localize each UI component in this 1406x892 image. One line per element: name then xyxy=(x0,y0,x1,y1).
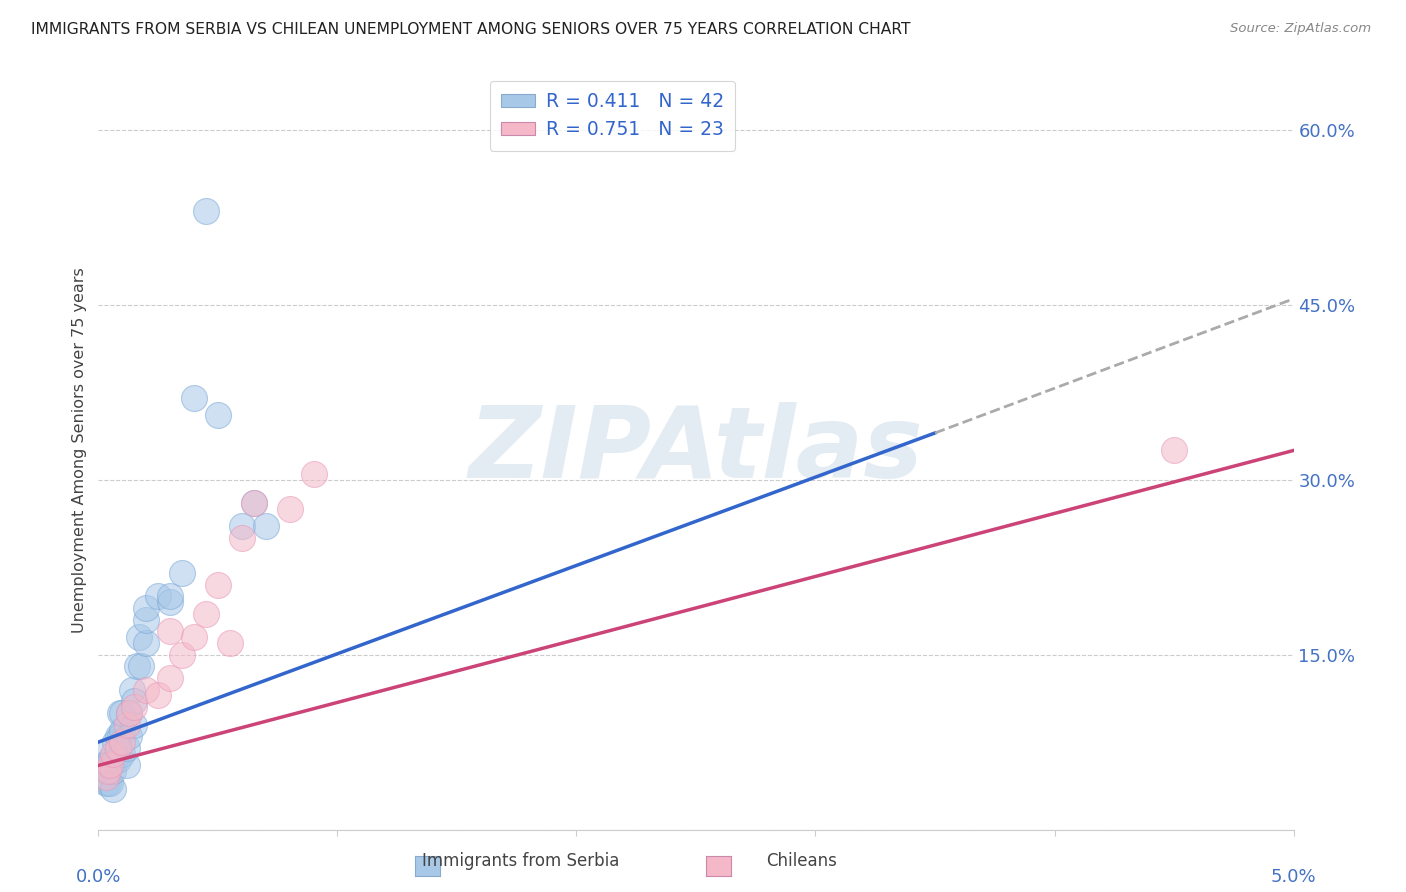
Point xyxy=(98,758,122,772)
Point xyxy=(118,706,141,720)
Point xyxy=(101,764,124,779)
Point xyxy=(115,758,138,772)
Point xyxy=(159,624,181,639)
Point xyxy=(94,764,117,779)
Point xyxy=(107,729,129,743)
Point xyxy=(207,409,229,423)
Point xyxy=(97,758,120,772)
Text: 5.0%: 5.0% xyxy=(1271,868,1316,886)
Point xyxy=(302,467,325,481)
Point xyxy=(118,706,141,720)
Text: Immigrants from Serbia: Immigrants from Serbia xyxy=(422,852,619,870)
Point xyxy=(124,694,146,708)
Point xyxy=(243,496,266,510)
Point xyxy=(121,682,143,697)
Point xyxy=(254,519,277,533)
Text: Source: ZipAtlas.com: Source: ZipAtlas.com xyxy=(1230,22,1371,36)
Point xyxy=(104,735,127,749)
Point xyxy=(207,577,229,591)
Point xyxy=(97,764,120,779)
Point xyxy=(101,781,124,796)
Point xyxy=(104,753,127,767)
Point xyxy=(148,589,170,603)
Point xyxy=(135,613,157,627)
Point xyxy=(159,595,181,609)
Point xyxy=(159,671,181,685)
Point xyxy=(111,747,134,761)
Point xyxy=(91,758,114,772)
Point xyxy=(128,630,150,644)
Point xyxy=(135,682,157,697)
Point xyxy=(243,496,266,510)
Point xyxy=(111,706,134,720)
Text: IMMIGRANTS FROM SERBIA VS CHILEAN UNEMPLOYMENT AMONG SENIORS OVER 75 YEARS CORRE: IMMIGRANTS FROM SERBIA VS CHILEAN UNEMPL… xyxy=(31,22,911,37)
Legend: R = 0.411   N = 42, R = 0.751   N = 23: R = 0.411 N = 42, R = 0.751 N = 23 xyxy=(489,81,735,151)
Point xyxy=(135,601,157,615)
Point xyxy=(172,566,194,580)
Point xyxy=(101,747,124,761)
Point xyxy=(219,636,242,650)
Point xyxy=(278,501,301,516)
Text: Chileans: Chileans xyxy=(766,852,837,870)
Point xyxy=(97,776,120,790)
Point xyxy=(131,659,153,673)
Point xyxy=(108,729,131,743)
Point xyxy=(172,648,194,662)
Point xyxy=(183,391,205,405)
Y-axis label: Unemployment Among Seniors over 75 years: Unemployment Among Seniors over 75 years xyxy=(72,268,87,633)
Point xyxy=(195,204,218,219)
Point xyxy=(183,630,205,644)
Point xyxy=(94,770,117,784)
Point xyxy=(1163,443,1185,458)
Point xyxy=(195,607,218,621)
Point xyxy=(111,735,134,749)
Point xyxy=(124,700,146,714)
Point xyxy=(98,753,122,767)
Point xyxy=(91,747,114,761)
Point xyxy=(107,753,129,767)
Point xyxy=(111,723,134,738)
Point xyxy=(98,776,122,790)
Point xyxy=(108,706,131,720)
Point xyxy=(118,729,141,743)
Text: 0.0%: 0.0% xyxy=(76,868,121,886)
Point xyxy=(115,740,138,755)
Point xyxy=(94,776,117,790)
Point xyxy=(125,659,148,673)
Point xyxy=(231,531,253,545)
Text: ZIPAtlas: ZIPAtlas xyxy=(468,402,924,499)
Point xyxy=(231,519,253,533)
Point xyxy=(159,589,181,603)
Point xyxy=(148,689,170,703)
Point xyxy=(115,717,138,731)
Point xyxy=(124,717,146,731)
Point xyxy=(135,636,157,650)
Point xyxy=(107,740,129,755)
